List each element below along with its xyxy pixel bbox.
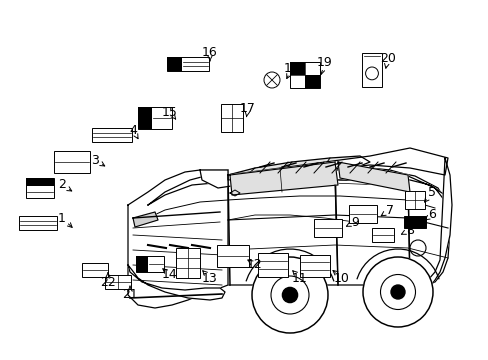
Text: 22: 22 bbox=[100, 275, 116, 288]
Bar bbox=[54, 151, 90, 173]
Bar bbox=[299, 255, 329, 277]
Circle shape bbox=[282, 287, 297, 303]
Circle shape bbox=[390, 285, 404, 299]
Circle shape bbox=[362, 257, 432, 327]
Text: 20: 20 bbox=[379, 51, 395, 64]
Polygon shape bbox=[148, 168, 449, 228]
Bar bbox=[313, 219, 341, 237]
Polygon shape bbox=[229, 162, 337, 195]
Text: 16: 16 bbox=[202, 45, 218, 58]
Polygon shape bbox=[427, 158, 451, 285]
Text: 5: 5 bbox=[427, 186, 435, 199]
Bar bbox=[289, 62, 319, 88]
Polygon shape bbox=[128, 265, 224, 300]
Bar bbox=[26, 178, 54, 198]
Bar bbox=[167, 57, 208, 71]
Bar bbox=[26, 178, 54, 186]
Bar bbox=[82, 263, 108, 277]
Text: 3: 3 bbox=[91, 153, 99, 166]
Bar bbox=[221, 104, 243, 132]
Bar bbox=[105, 275, 131, 289]
Bar bbox=[403, 216, 425, 228]
Bar bbox=[176, 248, 200, 278]
Text: 12: 12 bbox=[246, 258, 263, 271]
Bar bbox=[348, 205, 376, 223]
Bar bbox=[258, 253, 287, 277]
Polygon shape bbox=[227, 156, 369, 175]
Bar bbox=[138, 107, 172, 129]
Text: 19: 19 bbox=[317, 55, 332, 68]
Text: 14: 14 bbox=[162, 269, 178, 282]
Text: 1: 1 bbox=[58, 211, 66, 225]
Bar bbox=[404, 191, 424, 209]
Bar bbox=[92, 128, 132, 142]
Bar bbox=[289, 62, 305, 75]
Bar bbox=[136, 256, 163, 272]
Polygon shape bbox=[133, 212, 158, 227]
Polygon shape bbox=[227, 168, 449, 285]
Bar bbox=[217, 245, 248, 267]
Text: 21: 21 bbox=[122, 288, 138, 302]
Text: 8: 8 bbox=[405, 224, 413, 237]
Circle shape bbox=[251, 257, 327, 333]
Bar bbox=[361, 53, 381, 87]
Polygon shape bbox=[128, 170, 227, 308]
Polygon shape bbox=[227, 148, 447, 180]
Text: 11: 11 bbox=[291, 271, 307, 284]
Polygon shape bbox=[200, 167, 407, 188]
Text: 17: 17 bbox=[240, 102, 255, 114]
Text: 13: 13 bbox=[202, 271, 218, 284]
Text: 4: 4 bbox=[129, 123, 137, 136]
Text: 6: 6 bbox=[427, 208, 435, 221]
Text: 9: 9 bbox=[350, 216, 358, 229]
Text: 10: 10 bbox=[333, 271, 349, 284]
Bar bbox=[371, 228, 393, 242]
Bar bbox=[305, 75, 319, 88]
Text: 7: 7 bbox=[385, 203, 393, 216]
Text: 2: 2 bbox=[58, 179, 66, 192]
Text: 15: 15 bbox=[162, 105, 178, 118]
Text: 18: 18 bbox=[284, 62, 299, 75]
Bar bbox=[138, 107, 152, 129]
Bar bbox=[19, 216, 57, 230]
Bar bbox=[136, 256, 147, 272]
Polygon shape bbox=[337, 162, 409, 192]
Bar bbox=[167, 57, 182, 71]
